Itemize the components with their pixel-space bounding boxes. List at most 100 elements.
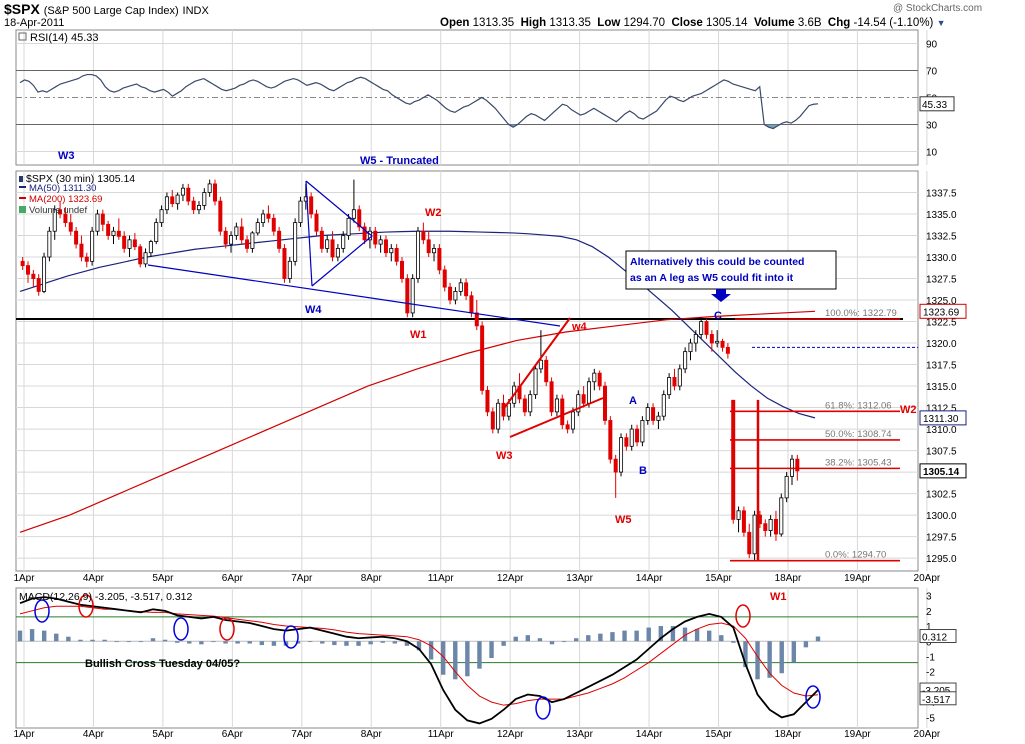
macd-histogram-bar — [440, 641, 446, 675]
macd-tick-label: 1 — [926, 622, 932, 633]
macd-tick-label: -5 — [926, 713, 935, 724]
candle-body — [159, 209, 164, 224]
macd-histogram-bar — [247, 641, 252, 644]
ma50-legend: MA(50) 1311.30 — [29, 183, 96, 194]
price-tick-label: 1295.0 — [926, 554, 957, 565]
open-value: 1313.35 — [472, 17, 515, 29]
macd-histogram-bar — [17, 630, 23, 642]
low-value: 1294.70 — [623, 17, 666, 29]
macd-histogram-bar — [706, 630, 712, 642]
macd-histogram-bar — [791, 641, 797, 663]
macd-histogram-bar — [380, 641, 385, 643]
macd-cross-circle — [805, 685, 821, 709]
candle-body — [282, 248, 287, 279]
close-value: 1305.14 — [706, 17, 748, 29]
candle-body — [52, 209, 57, 232]
candle-body — [287, 260, 292, 279]
wave-label-b: B — [639, 465, 647, 477]
date-tick-label: 4Apr — [83, 729, 105, 740]
wave-label-a: A — [629, 395, 637, 407]
candle-body — [576, 394, 581, 413]
red-wedge-upper — [504, 317, 571, 408]
macd-histogram-bar — [416, 641, 422, 651]
candle-body — [699, 321, 704, 335]
rsi-value-tag-text: 45.33 — [922, 100, 947, 111]
candle-body — [218, 200, 223, 232]
candle-body — [485, 389, 490, 413]
macd-histogram-bar — [332, 641, 337, 646]
price-tag-text: 1323.69 — [923, 307, 960, 318]
macd-histogram-bar — [549, 641, 555, 645]
wave-label-w5: W5 — [615, 514, 632, 526]
candle-body — [629, 428, 634, 447]
candle-body — [570, 411, 575, 430]
macd-histogram-bar — [102, 639, 107, 642]
candle-body — [693, 334, 698, 344]
candle-body — [560, 398, 565, 426]
candle-body — [341, 235, 346, 249]
rsi-tick-label: 70 — [926, 67, 938, 78]
macd-histogram-bar — [162, 639, 168, 642]
date-tick-label: 19Apr — [844, 729, 871, 740]
macd-histogram-bar — [465, 641, 470, 677]
candle-body — [383, 239, 388, 254]
macd-histogram-bar — [489, 641, 494, 658]
macd-histogram-bar — [126, 641, 132, 643]
candle-body — [597, 372, 602, 387]
price-tick-label: 1300.0 — [926, 511, 957, 522]
date-tick-label: 18Apr — [775, 729, 802, 740]
macd-cross-circle — [219, 617, 235, 641]
macd-histogram-bar — [682, 627, 688, 642]
rsi-tick-label: 10 — [926, 148, 938, 159]
candle-body — [720, 340, 725, 348]
candle-body — [741, 510, 746, 533]
wave-label-w4: W4 — [305, 304, 322, 316]
macd-cross-circle — [735, 604, 751, 628]
macd-histogram-bar — [90, 639, 95, 642]
candle-body — [624, 437, 629, 447]
macd-histogram-bar — [271, 641, 277, 646]
close-label: Close — [671, 17, 703, 29]
candle-body — [319, 230, 324, 249]
chg-value: -14.54 (-1.10%) — [853, 17, 934, 29]
macd-histogram-bar — [29, 629, 35, 642]
candle-body — [549, 381, 554, 413]
date-tick-label: 13Apr — [566, 729, 593, 740]
chart-date: 18-Apr-2011 — [4, 17, 65, 29]
candle-body — [683, 351, 688, 370]
candle-body — [506, 402, 511, 417]
candle-body — [661, 394, 666, 417]
macd-value-tag — [919, 691, 957, 706]
wave-label-w4-small: w4 — [571, 321, 588, 333]
candle-body — [581, 394, 586, 404]
candle-body — [207, 183, 212, 193]
blue-trendline — [147, 264, 561, 327]
candle-body — [245, 239, 250, 249]
candle-body — [122, 235, 127, 249]
volume-value: 3.6B — [797, 17, 822, 29]
macd-cross-circle — [78, 594, 94, 618]
candle-body — [763, 523, 768, 531]
candle-body — [394, 248, 399, 262]
macd-histogram-bar — [307, 641, 313, 643]
macd-histogram-bar — [295, 641, 301, 644]
macd-histogram-bar — [235, 641, 240, 644]
price-tick-label: 1320.0 — [926, 339, 957, 350]
fib-level-label: 61.8%: 1312.06 — [825, 400, 892, 411]
price-tick-label: 1337.5 — [926, 189, 957, 200]
candle-body — [522, 398, 527, 413]
macd-histogram-bar — [731, 641, 736, 643]
candle-body — [116, 230, 121, 237]
candle-body — [373, 230, 378, 245]
candle-body — [779, 497, 784, 535]
date-tick-label: 13Apr — [566, 573, 593, 584]
price-legend-title: $SPX (30 min) 1305.14 — [26, 173, 135, 185]
candle-body — [63, 213, 68, 224]
volume-legend: Volume undef — [29, 205, 87, 216]
high-value: 1313.35 — [549, 17, 591, 29]
macd-histogram-bar — [815, 636, 821, 642]
chg-dropdown-icon[interactable]: ▼ — [936, 18, 946, 28]
macd-histogram-bar — [779, 641, 784, 674]
macd-histogram-bar — [634, 630, 639, 642]
